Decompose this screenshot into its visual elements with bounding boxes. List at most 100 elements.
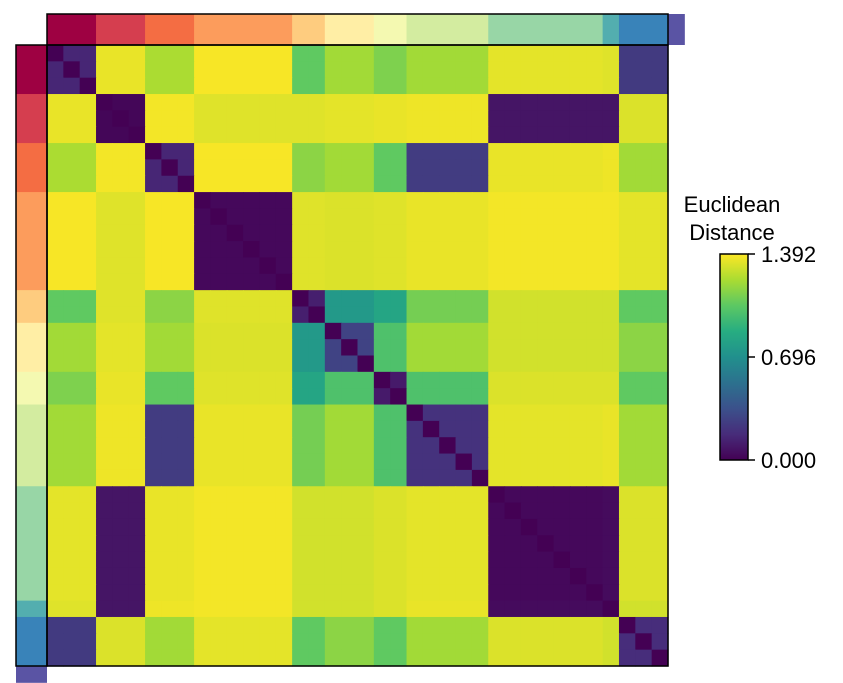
heatmap-cell	[488, 143, 506, 160]
heatmap-cell	[406, 420, 424, 438]
heatmap-cell	[373, 241, 391, 259]
heatmap-cell	[488, 306, 506, 324]
heatmap-cell	[537, 61, 555, 79]
heatmap-cell	[390, 175, 408, 193]
heatmap-cell	[569, 126, 587, 144]
heatmap-cell	[553, 290, 571, 308]
heatmap-cell	[471, 94, 489, 111]
heatmap-cell	[341, 77, 359, 95]
heatmap-cell	[177, 371, 195, 389]
heatmap-cell	[128, 551, 146, 569]
heatmap-cell	[553, 45, 571, 62]
heatmap-cell	[520, 175, 538, 193]
heatmap-cell	[390, 486, 408, 504]
heatmap-cell	[586, 551, 604, 569]
heatmap-cell	[161, 404, 179, 422]
heatmap-cell	[79, 453, 97, 471]
heatmap-cell	[63, 241, 81, 259]
heatmap-cell	[406, 584, 424, 602]
heatmap-cell	[537, 633, 555, 651]
heatmap-cell	[390, 649, 408, 667]
heatmap-cell	[243, 355, 261, 373]
heatmap-cell	[439, 175, 457, 193]
heatmap-cell	[292, 94, 310, 111]
heatmap-cell	[635, 551, 653, 569]
heatmap-cell	[422, 551, 440, 569]
heatmap-cell	[210, 486, 228, 504]
heatmap-cell	[161, 616, 179, 634]
heatmap-cell	[47, 371, 64, 389]
heatmap-cell	[455, 355, 473, 373]
heatmap-cell	[520, 322, 538, 340]
heatmap-cell	[504, 355, 522, 373]
heatmap-cell	[292, 371, 310, 389]
heatmap-cell	[128, 518, 146, 536]
heatmap-cell	[537, 518, 555, 536]
heatmap-cell	[96, 633, 113, 651]
heatmap-cell	[488, 486, 506, 504]
top-group-swatch	[668, 14, 685, 45]
heatmap-cell	[96, 486, 113, 504]
heatmap-cell	[292, 306, 310, 324]
heatmap-cell	[243, 45, 261, 62]
colorbar-tick-label: 1.392	[761, 242, 816, 267]
heatmap-cell	[292, 322, 310, 340]
heatmap-cell	[537, 535, 555, 553]
heatmap-cell	[145, 567, 162, 585]
heatmap-cell	[422, 339, 440, 357]
heatmap-cell	[308, 567, 326, 585]
heatmap-cell	[602, 126, 620, 144]
heatmap-cell	[177, 355, 195, 373]
heatmap-cell	[308, 306, 326, 324]
heatmap-cell	[635, 77, 653, 95]
heatmap-cell	[439, 616, 457, 634]
heatmap-cell	[210, 224, 228, 242]
heatmap-cell	[537, 208, 555, 226]
heatmap-cell	[357, 518, 375, 536]
heatmap-cell	[79, 94, 97, 111]
heatmap-cell	[569, 616, 587, 634]
heatmap-cell	[128, 159, 146, 177]
heatmap-cell	[651, 94, 669, 111]
heatmap-cell	[390, 192, 408, 210]
heatmap-cell	[537, 175, 555, 193]
heatmap-cell	[373, 339, 391, 357]
heatmap-cell	[488, 224, 506, 242]
heatmap-cell	[341, 94, 359, 111]
heatmap-cell	[439, 290, 457, 308]
heatmap-cell	[422, 518, 440, 536]
heatmap-cell	[357, 224, 375, 242]
heatmap-cell	[226, 486, 244, 504]
heatmap-cell	[96, 600, 113, 618]
heatmap-cell	[112, 355, 130, 373]
heatmap-cell	[161, 486, 179, 504]
heatmap-cell	[292, 633, 310, 651]
heatmap-cell	[635, 437, 653, 455]
heatmap-cell	[63, 518, 81, 536]
heatmap-cell	[455, 322, 473, 340]
heatmap-cell	[243, 306, 261, 324]
heatmap-cell	[537, 94, 555, 111]
heatmap-cell	[569, 649, 587, 667]
heatmap-cell	[373, 61, 391, 79]
heatmap-cell	[635, 273, 653, 291]
heatmap-cell	[210, 126, 228, 144]
heatmap-cell	[145, 290, 162, 308]
heatmap-cell	[390, 371, 408, 389]
heatmap-cell	[390, 420, 408, 438]
heatmap-cell	[292, 273, 310, 291]
heatmap-cell	[602, 453, 620, 471]
heatmap-cell	[520, 600, 538, 618]
heatmap-cell	[406, 45, 424, 62]
heatmap-cell	[471, 502, 489, 520]
heatmap-cell	[308, 388, 326, 406]
heatmap-cell	[275, 175, 293, 193]
heatmap-cell	[357, 273, 375, 291]
heatmap-cell	[471, 273, 489, 291]
heatmap-cell	[112, 600, 130, 618]
heatmap-cell	[341, 159, 359, 177]
heatmap-cell	[586, 143, 604, 160]
heatmap-cell	[275, 388, 293, 406]
heatmap-cell	[308, 339, 326, 357]
heatmap-cell	[602, 567, 620, 585]
